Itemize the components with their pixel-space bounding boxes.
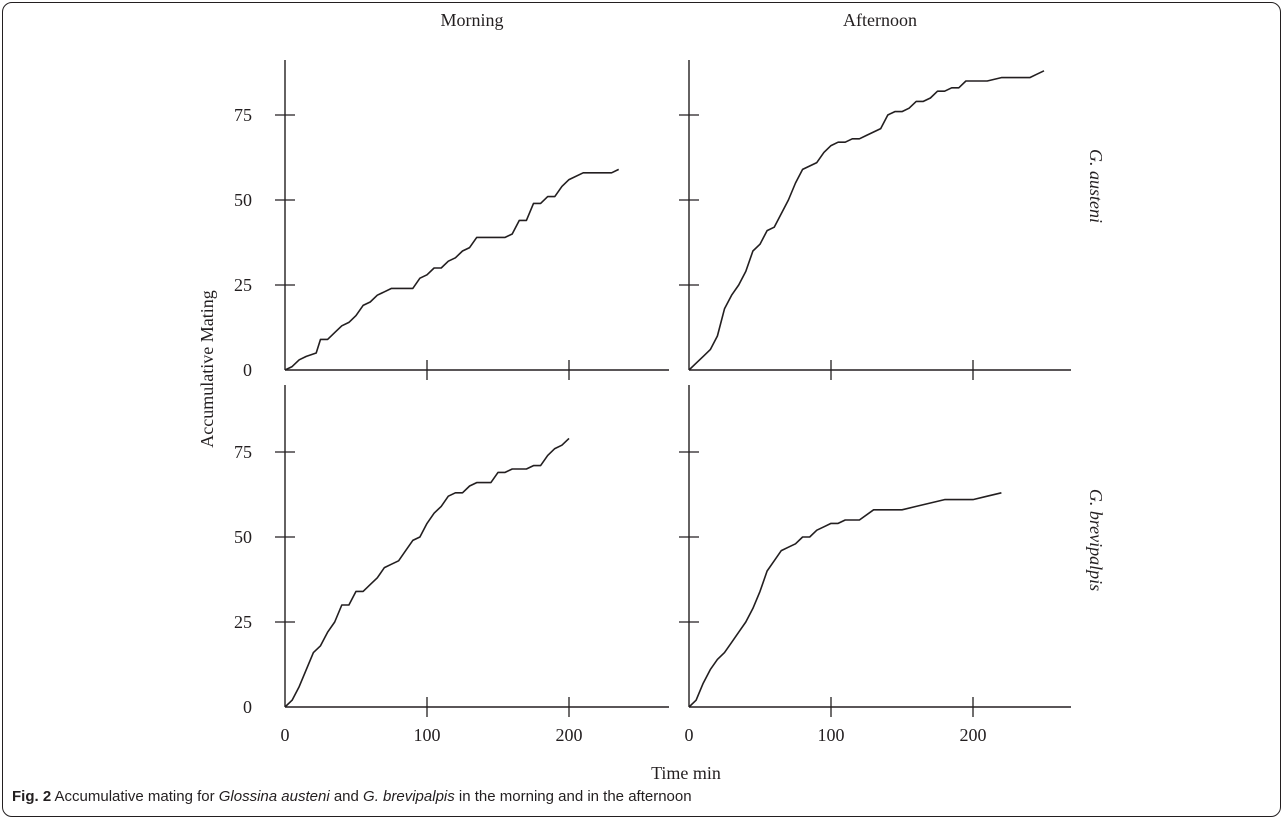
column-title: Afternoon <box>843 10 917 30</box>
caption-part: Glossina austeni <box>218 788 330 805</box>
y-tick-label: 0 <box>243 697 252 717</box>
caption-part: in the morning and in the afternoon <box>454 788 692 805</box>
y-tick-label: 50 <box>234 190 252 210</box>
panel: 0 100 200 <box>679 385 1071 745</box>
series-line <box>688 70 1045 371</box>
y-tick-label: 25 <box>234 612 252 632</box>
x-tick-label: 100 <box>818 725 845 745</box>
series-line <box>284 437 570 708</box>
y-tick-label: 75 <box>234 442 252 462</box>
y-tick-label: 50 <box>234 527 252 547</box>
x-tick-label: 100 <box>414 725 441 745</box>
x-tick-label: 0 <box>685 725 694 745</box>
panel: 0 25 50 75 0 100 200 <box>234 385 669 745</box>
row-title: G. brevipalpis <box>1086 489 1106 591</box>
y-tick-label: 0 <box>243 360 252 380</box>
caption-part: Accumulative mating for <box>54 788 219 805</box>
caption-part: G. brevipalpis <box>363 788 455 805</box>
x-tick-label: 200 <box>960 725 987 745</box>
row-title: G. austeni <box>1086 149 1106 223</box>
panel: 0 25 50 75 <box>234 60 669 380</box>
y-axis-label: Accumulative Mating <box>197 290 217 447</box>
series-line <box>688 492 1002 708</box>
panel <box>679 60 1071 380</box>
series-line <box>284 168 620 371</box>
figure-caption: Fig. 2 Accumulative mating for Glossina … <box>12 788 1272 805</box>
x-axis-label: Time min <box>651 763 721 783</box>
y-tick-label: 75 <box>234 105 252 125</box>
x-tick-label: 200 <box>556 725 583 745</box>
y-tick-label: 25 <box>234 275 252 295</box>
caption-label: Fig. 2 <box>12 788 52 805</box>
x-tick-label: 0 <box>281 725 290 745</box>
caption-part: and <box>329 788 364 805</box>
column-title: Morning <box>441 10 504 30</box>
caption-text: Accumulative mating for Glossina austeni… <box>55 788 692 805</box>
